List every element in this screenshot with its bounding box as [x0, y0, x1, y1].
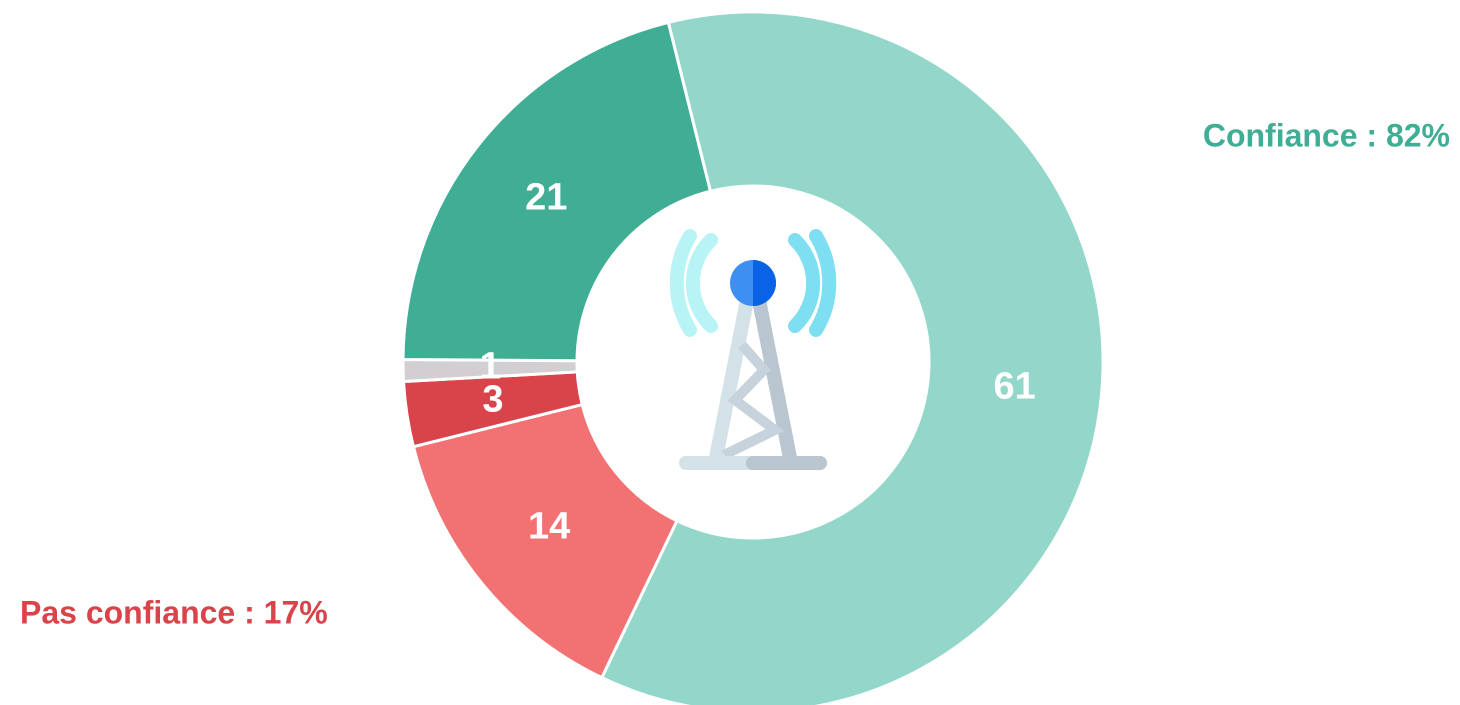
annotation: Pas confiance : 17%: [20, 594, 328, 630]
slice: [401, 20, 713, 363]
slice: [411, 402, 679, 680]
data-label: 1: [480, 345, 501, 387]
data-label: 61: [994, 366, 1036, 408]
slice: [599, 10, 1105, 705]
data-label: 14: [528, 505, 570, 547]
data-label: 3: [482, 378, 503, 420]
tower-icon: [669, 229, 837, 470]
annotation: Confiance : 82%: [1203, 117, 1450, 153]
data-label: 21: [525, 176, 567, 218]
donut: [401, 10, 1105, 705]
